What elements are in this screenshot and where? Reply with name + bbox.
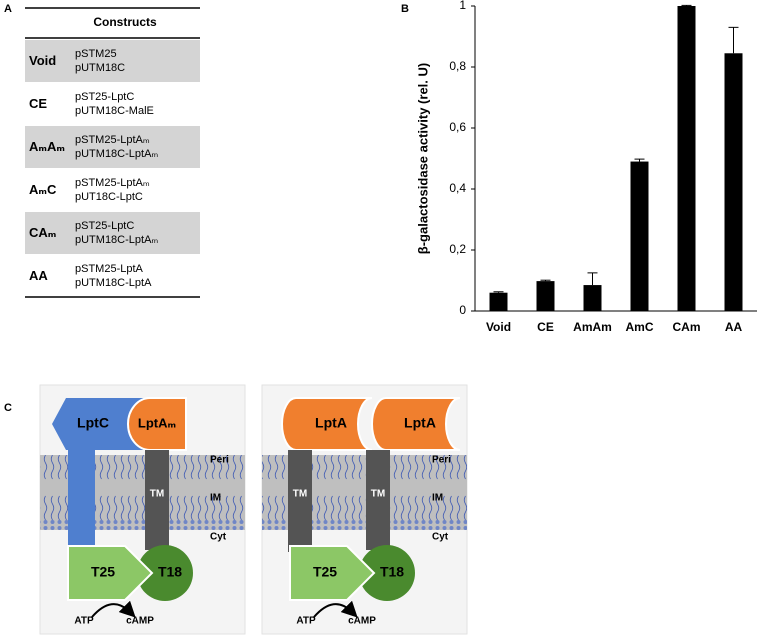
construct: pSTM25	[75, 48, 117, 60]
row-name: CE	[29, 96, 47, 111]
domain-label: LptAₘ	[138, 415, 176, 430]
t25-domain	[67, 545, 154, 601]
reaction-label: cAMP	[126, 616, 154, 627]
bar	[724, 53, 743, 312]
bar	[630, 161, 649, 311]
row-name: AₘAₘ	[29, 139, 65, 154]
y-tick-label: 0	[459, 303, 466, 317]
tm-helix	[366, 450, 390, 550]
row-name: AₘC	[29, 182, 57, 197]
y-tick-label: 0,2	[449, 242, 466, 256]
domain-label: T25	[313, 564, 337, 580]
reaction-label: ATP	[296, 616, 316, 627]
construct: pST25-LptC	[75, 91, 134, 103]
bar	[489, 292, 508, 311]
layer-label: IM	[432, 493, 443, 504]
domain-label: LptA	[315, 415, 347, 431]
error-bar	[587, 272, 598, 286]
construct: pUTM18C-LptA	[75, 277, 152, 289]
construct: pSTM25-LptA	[75, 263, 144, 275]
x-tick-label: AA	[725, 320, 743, 334]
construct: pST25-LptC	[75, 220, 134, 232]
tm-label: TM	[150, 489, 164, 500]
x-tick-label: AmC	[625, 320, 653, 334]
y-tick-label: 0,6	[449, 120, 466, 134]
construct: pSTM25-LptAₘ	[75, 134, 150, 146]
error-bar	[540, 279, 551, 282]
error-bar	[681, 4, 692, 6]
t18-domain	[137, 545, 193, 601]
tm-label: TM	[371, 489, 385, 500]
y-tick-label: 0,8	[449, 59, 466, 73]
x-tick-label: AmAm	[573, 320, 612, 334]
row-name: Void	[29, 53, 56, 68]
y-tick-label: 0,4	[449, 181, 466, 195]
reaction-arrow	[91, 600, 136, 618]
y-axis-label: β-galactosidase activity (rel. U)	[415, 63, 430, 254]
layer-label: Cyt	[210, 532, 227, 543]
error-bar	[634, 158, 645, 162]
construct: pUTM18C-LptAₘ	[75, 148, 158, 160]
construct: pUT18C-LptC	[75, 191, 143, 203]
table-row-bg	[25, 126, 200, 168]
table-row-bg	[25, 212, 200, 254]
layer-label: Peri	[432, 455, 451, 466]
lptc-domain	[52, 398, 150, 450]
bar	[677, 6, 696, 311]
x-tick-label: Void	[486, 320, 511, 334]
t25-domain	[289, 545, 376, 601]
x-tick-label: CAm	[672, 320, 700, 334]
table-row-bg	[25, 40, 200, 82]
domain-label: T25	[91, 564, 115, 580]
panel-label: C	[4, 402, 12, 414]
lptc-stalk	[68, 440, 95, 552]
reaction-label: ATP	[74, 616, 94, 627]
row-name: CAₘ	[29, 225, 56, 240]
lpta-domain	[127, 397, 187, 451]
layer-label: IM	[210, 493, 221, 504]
tm-helix	[288, 450, 312, 552]
domain-label: LptC	[77, 415, 109, 431]
y-tick-label: 1	[459, 0, 466, 12]
t18-domain	[359, 545, 415, 601]
reaction-arrow	[313, 600, 358, 618]
panel-label: A	[4, 3, 12, 15]
table-header: Constructs	[93, 15, 157, 29]
error-bar	[728, 26, 739, 54]
construct: pUTM18C-MalE	[75, 105, 154, 117]
tm-helix	[145, 450, 169, 550]
construct: pUTM18C-LptAₘ	[75, 234, 158, 246]
bar	[583, 285, 602, 311]
error-bar	[493, 291, 504, 293]
x-tick-label: CE	[537, 320, 554, 334]
panel-label: B	[401, 3, 409, 15]
domain-label: T18	[380, 564, 404, 580]
construct: pSTM25-LptAₘ	[75, 177, 150, 189]
reaction-label: cAMP	[348, 616, 376, 627]
layer-label: Cyt	[432, 532, 449, 543]
row-name: AA	[29, 268, 48, 283]
lpta-domain	[371, 397, 461, 451]
bar	[536, 281, 555, 311]
domain-label: T18	[158, 564, 182, 580]
construct: pUTM18C	[75, 62, 125, 74]
domain-label: LptA	[404, 415, 436, 431]
tm-label: TM	[293, 489, 307, 500]
layer-label: Peri	[210, 455, 229, 466]
